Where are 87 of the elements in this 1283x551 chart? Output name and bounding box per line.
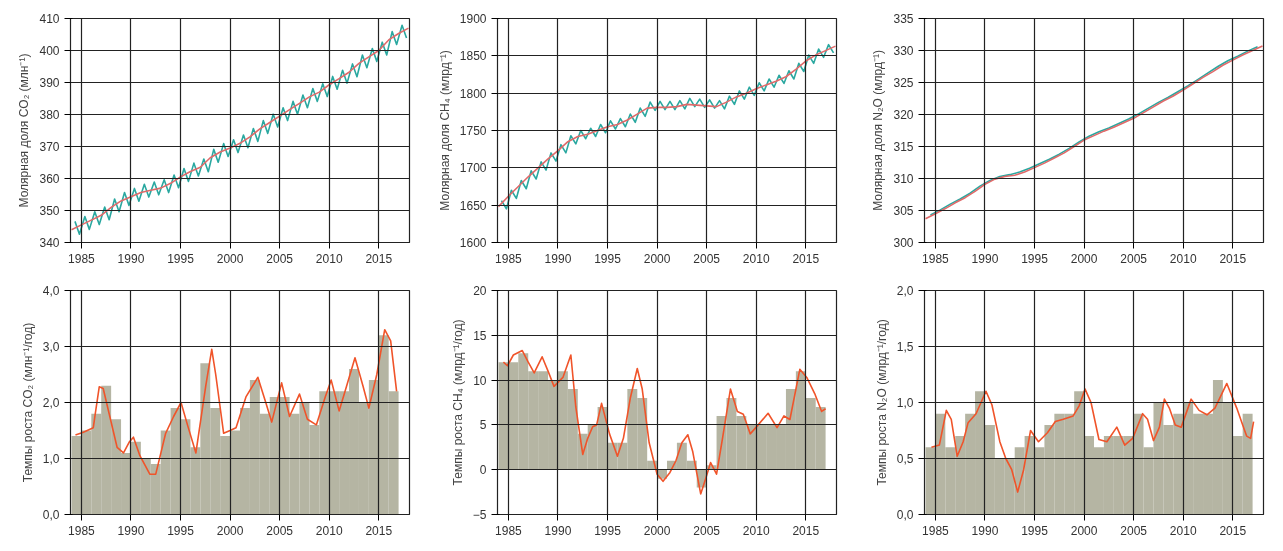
y-tick-label: 0,5	[896, 452, 914, 466]
x-tick-label: 1985	[495, 523, 523, 538]
x-tick-label: 2000	[1070, 523, 1098, 538]
y-tick-label: 1700	[459, 161, 487, 176]
x-tick-label: 2000	[1070, 251, 1098, 266]
y-tick-label: 20	[473, 284, 487, 298]
x-tick-label: 1995	[1021, 251, 1049, 266]
y-tick-label: 310	[893, 172, 914, 186]
y-tick-label: 350	[39, 204, 60, 218]
y-tick-label: 400	[39, 44, 60, 58]
x-tick-label: 2010	[1169, 523, 1197, 538]
y-tick-label: 315	[893, 140, 914, 154]
x-tick-label: 1990	[544, 251, 572, 266]
x-tick-label: 2015	[792, 523, 820, 538]
x-tick-label: 1985	[68, 523, 96, 538]
x-tick-label: 1985	[922, 251, 950, 266]
y-tick-label: 2,0	[42, 396, 60, 410]
y-tick-label: 390	[39, 76, 60, 90]
y-tick-label: 320	[893, 108, 914, 122]
y-tick-label: −5	[472, 508, 487, 522]
x-tick-label: 2000	[643, 251, 671, 266]
x-tick-label: 1985	[922, 523, 950, 538]
y-tick-label: 15	[473, 328, 487, 343]
x-tick-label: 2015	[1219, 251, 1247, 266]
y-tick-label: 0,0	[42, 508, 60, 522]
y-tick-label: 340	[39, 236, 60, 250]
x-tick-label: 2015	[1219, 523, 1247, 538]
y-tick-label: 1850	[459, 49, 487, 64]
y-tick-label: 360	[39, 172, 60, 186]
y-tick-label: 1800	[459, 86, 487, 101]
x-tick-label: 1990	[544, 523, 572, 538]
y-tick-label: 0,0	[896, 508, 914, 522]
x-tick-label: 1985	[68, 251, 96, 266]
y-tick-label: 1,5	[896, 340, 914, 354]
y-axis-title: Темпы роста N₂O (млрд⁻¹/год)	[874, 319, 889, 486]
x-tick-label: 1995	[594, 523, 622, 538]
x-tick-label: 2005	[693, 251, 721, 266]
y-tick-label: 1900	[459, 12, 487, 26]
y-axis-title: Темпы роста CO₂ (млн⁻¹/год)	[20, 322, 35, 483]
y-tick-label: 1650	[459, 198, 487, 213]
y-tick-label: 2,0	[896, 284, 914, 298]
x-tick-label: 2005	[266, 251, 294, 266]
y-tick-label: 5	[479, 418, 487, 433]
y-axis-title: Молярная доля N₂O (млрд⁻¹)	[871, 50, 886, 211]
x-tick-label: 2000	[216, 523, 244, 538]
y-tick-label: 1600	[459, 236, 487, 250]
x-tick-label: 2015	[365, 523, 393, 538]
x-tick-label: 2005	[266, 523, 294, 538]
y-axis-title: Молярная доля CH₄ (млрд⁻¹)	[437, 50, 452, 211]
x-tick-label: 2015	[792, 251, 820, 266]
x-tick-label: 2010	[742, 523, 770, 538]
x-tick-label: 2005	[1120, 523, 1148, 538]
y-tick-label: 300	[893, 236, 914, 250]
y-tick-label: 305	[893, 204, 914, 218]
y-tick-label: 325	[893, 76, 914, 90]
y-tick-label: 380	[39, 108, 60, 122]
x-tick-label: 1995	[594, 251, 622, 266]
x-tick-label: 1990	[971, 523, 999, 538]
y-tick-label: 0	[479, 463, 487, 478]
x-tick-label: 1995	[167, 523, 195, 538]
y-tick-label: 1750	[459, 124, 487, 138]
x-tick-label: 2000	[216, 251, 244, 266]
y-tick-label: 1,0	[42, 452, 60, 466]
y-tick-label: 3,0	[42, 340, 60, 354]
x-tick-label: 2010	[1169, 251, 1197, 266]
x-tick-label: 2005	[693, 523, 721, 538]
x-tick-label: 2015	[365, 251, 393, 266]
x-tick-label: 2000	[643, 523, 671, 538]
x-tick-label: 1995	[1021, 523, 1049, 538]
x-tick-label: 1990	[971, 251, 999, 266]
x-tick-label: 2010	[742, 251, 770, 266]
y-tick-label: 410	[39, 12, 60, 26]
x-tick-label: 1985	[495, 251, 523, 266]
y-tick-label: 330	[893, 44, 914, 58]
y-axis-title: Темпы роста CH₄ (млрд⁻¹/год)	[450, 319, 465, 486]
x-tick-label: 2010	[315, 523, 343, 538]
x-tick-label: 2010	[315, 251, 343, 266]
y-tick-label: 1,0	[896, 396, 914, 410]
y-tick-label: 10	[473, 373, 487, 388]
x-tick-label: 2005	[1120, 251, 1148, 266]
y-tick-label: 4,0	[42, 284, 60, 298]
x-tick-label: 1990	[117, 251, 145, 266]
y-tick-label: 370	[39, 140, 60, 154]
y-axis-title: Молярная доля CO₂ (млн⁻¹)	[17, 53, 32, 208]
x-tick-label: 1990	[117, 523, 145, 538]
x-tick-label: 1995	[167, 251, 195, 266]
y-tick-label: 335	[893, 12, 914, 26]
